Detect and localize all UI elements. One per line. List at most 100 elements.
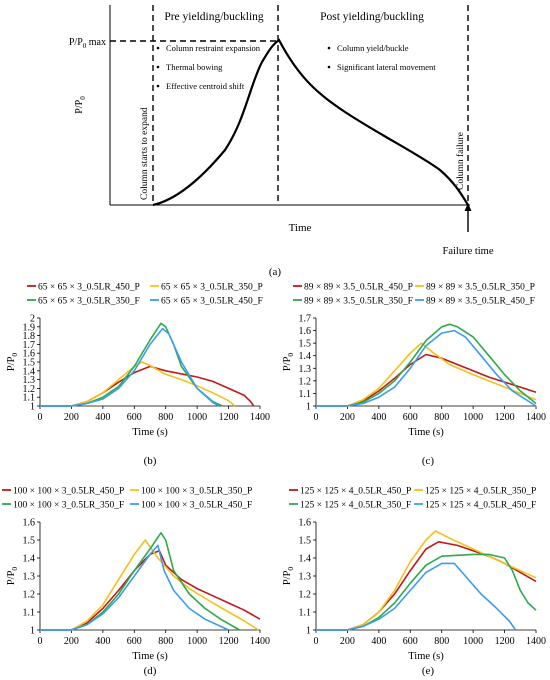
legend-entry: 65 × 65 × 3_0.5LR_450_F [161, 297, 263, 307]
y-tick-label: 1 [306, 402, 311, 413]
x-tick-label: 200 [64, 412, 79, 423]
y-tick-label: 1.5 [299, 536, 312, 547]
y-tick-label: 1.6 [299, 518, 312, 529]
vertical-label-right: Column failure [455, 132, 466, 190]
y-tick-label: 1.7 [299, 314, 312, 325]
x-tick-label: 600 [127, 412, 142, 423]
legend-entry: 89 × 89 × 3.5_0.5LR_450_P [304, 283, 413, 293]
y-tick-label: 2 [30, 314, 35, 325]
bullet-dot [156, 84, 160, 88]
series-line-lr-350-p [40, 361, 236, 407]
y-tick-label: 1.1 [23, 393, 36, 404]
x-tick-label: 0 [38, 412, 43, 423]
panel-label: (c) [422, 455, 435, 467]
bullet-dot [327, 46, 331, 50]
bullet-dot [156, 65, 160, 69]
chart-panel-d: 1 1.1 1.2 1.3 1.4 1.5 1.6 0 200 400 600 800 1000 1200… [2, 487, 270, 677]
x-tick-label: 400 [371, 636, 386, 647]
x-tick-label: 800 [158, 636, 173, 647]
series-line-lr-450-f [316, 562, 517, 631]
panel-label: (b) [144, 455, 157, 467]
legend-entry: 100 × 100 × 3_0.5LR_450_F [141, 501, 252, 511]
bullet-item: Effective centroid shift [166, 81, 245, 91]
legend-entry: 89 × 89 × 3.5_0.5LR_450_F [426, 297, 535, 307]
x-tick-label: 1400 [250, 636, 270, 647]
failure-time-label: Failure time [442, 246, 493, 257]
chart-panel-b: 11.11.21.31.41.51.61.71.81.92 0 200 400 600 8… [6, 283, 270, 468]
y-tick-label: 1.2 [23, 590, 36, 601]
x-tick-label: 800 [434, 412, 449, 423]
schematic-x-label: Time [289, 222, 312, 234]
y-tick-label: 1 [306, 626, 311, 637]
x-tick-label: 600 [127, 636, 142, 647]
x-tick-label: 400 [371, 412, 386, 423]
bullet-item: Column restraint expansion [166, 43, 261, 53]
series-line-lr-350-p [316, 530, 537, 631]
x-tick-label: 200 [340, 412, 355, 423]
y-tick-label: 1.9 [23, 322, 36, 333]
x-tick-label: 800 [158, 412, 173, 423]
y-tick-label: 1 [30, 402, 35, 413]
x-tick-label: 200 [64, 636, 79, 647]
y-tick-label: 1.5 [23, 358, 36, 369]
pre-items-list: Column restraint expansion Thermal bowing… [156, 43, 261, 91]
schematic-panel: Pre yielding/buckling Post yielding/buck… [69, 5, 494, 278]
x-tick-label: 1200 [219, 636, 239, 647]
y-axis-label: P/P0 [6, 567, 19, 586]
x-tick-label: 0 [314, 636, 319, 647]
legend-entry: 65 × 65 × 3_0.5LR_350_P [161, 283, 263, 293]
x-axis-label: Time (s) [132, 427, 168, 438]
vertical-label-left: Column starts to expand [140, 107, 150, 200]
y-tick-label: 1.4 [23, 554, 36, 565]
x-axis-label: Time (s) [408, 651, 444, 662]
series-line-lr-450-p [316, 541, 537, 631]
panel-label: (e) [422, 665, 435, 677]
panel-label-a: (a) [269, 266, 282, 278]
x-tick-label: 0 [314, 412, 319, 423]
post-items-list: Column yield/buckle Significant lateral m… [327, 43, 436, 72]
x-tick-label: 600 [403, 412, 418, 423]
bullet-item: Column yield/buckle [337, 43, 409, 53]
y-tick-label: 1.6 [299, 326, 312, 337]
bullet-item: Significant lateral movement [337, 62, 436, 72]
y-tick-label: 1.1 [23, 608, 36, 619]
y-tick-label: 1.6 [23, 349, 36, 360]
panel-label: (d) [144, 665, 157, 677]
bullet-dot [156, 46, 160, 50]
x-tick-label: 1200 [495, 412, 515, 423]
y-tick-label: 1.2 [23, 384, 36, 395]
y-tick-label: 1.7 [23, 340, 36, 351]
series-line-lr-350-p [40, 539, 259, 631]
x-tick-label: 1200 [219, 412, 239, 423]
chart-panel-e: 1 1.1 1.2 1.3 1.4 1.5 1.6 0 200 400 600 800 1000 1200… [282, 487, 546, 678]
y-tick-label: 1.3 [299, 572, 312, 583]
x-tick-label: 1000 [187, 412, 207, 423]
series-line-lr-450-f [40, 544, 229, 631]
y-tick-label: 1.3 [299, 364, 312, 375]
series-line-lr-450-f [40, 327, 220, 407]
y-tick-label: 1.4 [299, 351, 312, 362]
ymax-label: P/P0 max [69, 37, 106, 50]
series-line-lr-350-f [40, 322, 223, 407]
failure-arrow-head [464, 203, 472, 211]
y-axis-label: P/P0 [6, 353, 19, 372]
legend-entry: 100 × 100 × 3_0.5LR_450_P [13, 487, 124, 497]
y-axis-label: P/P0 [282, 353, 295, 372]
y-tick-label: 1.8 [23, 331, 36, 342]
chart-panel-c: 1 1.1 1.21.3 1.41.5 1.61.7 0 200 400 600 800 1000 1… [282, 283, 546, 468]
legend-entry: 125 × 125 × 4_0.5LR_350_P [425, 487, 536, 497]
x-tick-label: 0 [38, 636, 43, 647]
x-tick-label: 600 [403, 636, 418, 647]
series-line-lr-350-f [316, 323, 537, 407]
y-tick-label: 1.1 [299, 389, 312, 400]
legend-entry: 100 × 100 × 3_0.5LR_350_F [13, 501, 124, 511]
x-tick-label: 1400 [526, 636, 546, 647]
series-line-lr-350-p [316, 342, 537, 407]
y-tick-label: 1.3 [23, 572, 36, 583]
x-tick-label: 1400 [526, 412, 546, 423]
x-tick-label: 1200 [495, 636, 515, 647]
legend-entry: 65 × 65 × 3_0.5LR_450_P [38, 283, 140, 293]
x-tick-label: 1400 [250, 412, 270, 423]
legend-entry: 125 × 125 × 4_0.5LR_450_F [425, 501, 536, 511]
